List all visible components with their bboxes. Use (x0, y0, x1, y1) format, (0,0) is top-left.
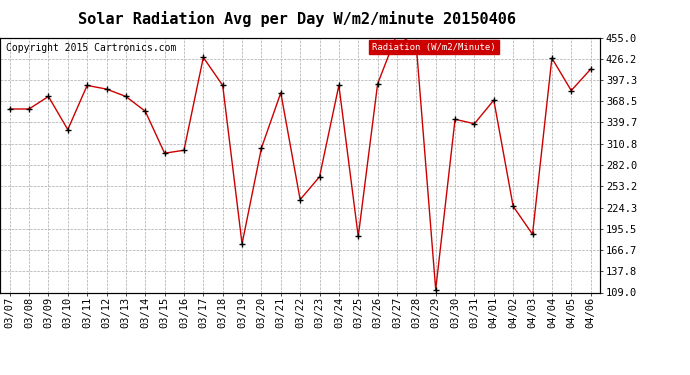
Text: Radiation (W/m2/Minute): Radiation (W/m2/Minute) (372, 43, 496, 52)
Text: Copyright 2015 Cartronics.com: Copyright 2015 Cartronics.com (6, 43, 177, 52)
Text: Solar Radiation Avg per Day W/m2/minute 20150406: Solar Radiation Avg per Day W/m2/minute … (78, 11, 515, 27)
